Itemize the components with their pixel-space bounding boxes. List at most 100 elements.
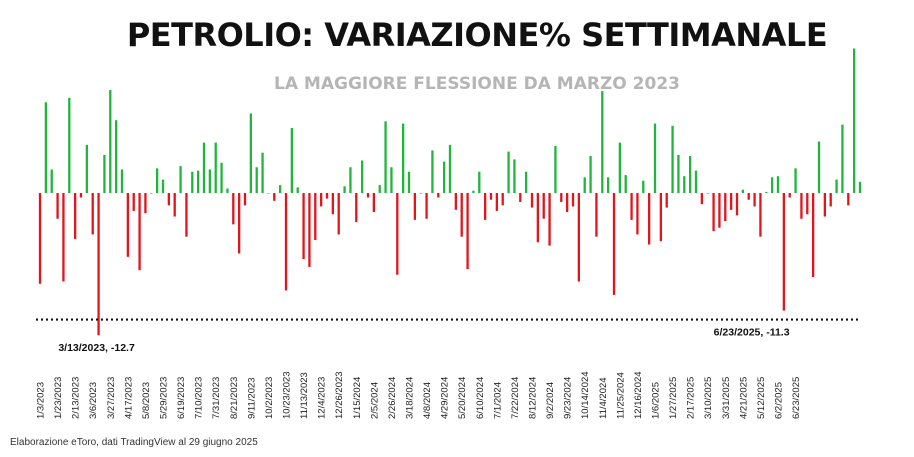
bar	[109, 89, 112, 193]
bar	[548, 193, 551, 246]
bar	[770, 177, 774, 193]
bar	[126, 193, 130, 257]
bar	[50, 169, 53, 193]
x-tick-label: 1/23/2023	[53, 377, 64, 419]
bar	[524, 171, 528, 193]
x-tick-label: 6/2/2025	[774, 382, 785, 419]
bar	[437, 193, 440, 198]
bar	[729, 193, 733, 210]
bar	[302, 193, 305, 260]
bar	[753, 193, 756, 207]
bar	[401, 123, 405, 193]
bar	[653, 123, 657, 193]
bar	[554, 145, 557, 193]
bar	[577, 193, 581, 282]
bar	[56, 193, 59, 219]
x-tick-label: 5/29/2023	[159, 377, 170, 419]
bar	[337, 193, 340, 235]
bar	[319, 193, 323, 207]
bar	[62, 193, 65, 282]
bar	[507, 151, 510, 193]
bar	[243, 193, 247, 206]
x-tick-label: 8/12/2024	[528, 377, 539, 419]
bar	[735, 193, 739, 216]
bar	[817, 141, 821, 193]
bar	[202, 142, 206, 193]
bar	[630, 193, 633, 220]
x-tick-label: 2/13/2023	[71, 377, 82, 419]
bar	[138, 193, 141, 271]
x-tick-label: 12/16/2024	[633, 371, 644, 419]
bar	[794, 168, 797, 193]
bar	[671, 125, 674, 193]
bar	[208, 169, 212, 193]
bar	[442, 161, 446, 193]
bar	[308, 193, 311, 267]
bar	[454, 193, 458, 210]
bar	[460, 193, 463, 237]
bar	[38, 193, 42, 284]
x-tick-label: 10/14/2024	[580, 371, 591, 419]
bar	[284, 193, 288, 291]
x-tick-label: 5/12/2025	[756, 377, 767, 419]
x-tick-label: 12/26/2023	[334, 371, 345, 419]
bar	[360, 160, 364, 193]
x-tick-label: 12/4/2023	[317, 377, 328, 419]
bar	[132, 193, 135, 211]
bar	[150, 193, 153, 194]
bar	[571, 193, 575, 207]
bar	[601, 91, 604, 193]
bar	[237, 193, 241, 254]
bar	[97, 193, 100, 336]
x-tick-label: 3/31/2025	[721, 377, 732, 419]
chart-title: PETROLIO: VARIAZIONE% SETTIMANALE	[126, 16, 828, 54]
x-tick-label: 2/17/2025	[686, 377, 697, 419]
bar	[759, 193, 762, 237]
bar	[782, 193, 786, 311]
x-tick-label: 7/1/2024	[492, 382, 503, 419]
bar	[712, 193, 715, 232]
x-tick-label: 10/2/2023	[264, 377, 275, 419]
bar	[431, 150, 434, 193]
x-tick-label: 7/31/2023	[211, 377, 222, 419]
bar	[79, 193, 83, 198]
bar	[472, 190, 475, 193]
x-tick-label: 4/29/2024	[440, 377, 451, 419]
bar	[741, 189, 745, 193]
bar	[519, 193, 522, 202]
bar	[366, 193, 370, 198]
bar	[618, 142, 622, 193]
bar	[448, 144, 452, 193]
bar	[390, 167, 393, 193]
bar	[314, 193, 317, 241]
bar	[495, 193, 499, 211]
bar	[747, 193, 750, 200]
bar	[349, 167, 352, 193]
bar	[214, 142, 217, 193]
x-tick-label: 6/10/2024	[475, 377, 486, 419]
bar	[718, 193, 721, 228]
x-tick-label: 7/22/2024	[510, 377, 521, 419]
bar	[255, 167, 258, 193]
bar	[706, 193, 709, 194]
bar	[501, 193, 504, 206]
x-tick-label: 7/10/2023	[194, 377, 205, 419]
bar	[161, 179, 165, 193]
chart-subtitle: LA MAGGIORE FLESSIONE DA MARZO 2023	[274, 74, 680, 94]
x-tick-label: 1/6/2025	[651, 382, 662, 419]
bar	[378, 185, 381, 193]
x-tick-label: 2/5/2024	[369, 382, 380, 419]
bar	[396, 193, 399, 275]
bar	[372, 193, 376, 213]
bar	[196, 170, 200, 193]
bar	[536, 193, 540, 243]
bar	[103, 154, 106, 193]
bar	[478, 171, 481, 193]
bar	[173, 193, 176, 217]
bar	[823, 193, 827, 217]
x-tick-label: 6/23/2025	[791, 377, 802, 419]
bar	[179, 166, 182, 193]
bar	[413, 193, 417, 220]
x-tick-label: 6/19/2023	[176, 377, 187, 419]
x-tick-label: 1/3/2023	[36, 382, 47, 419]
